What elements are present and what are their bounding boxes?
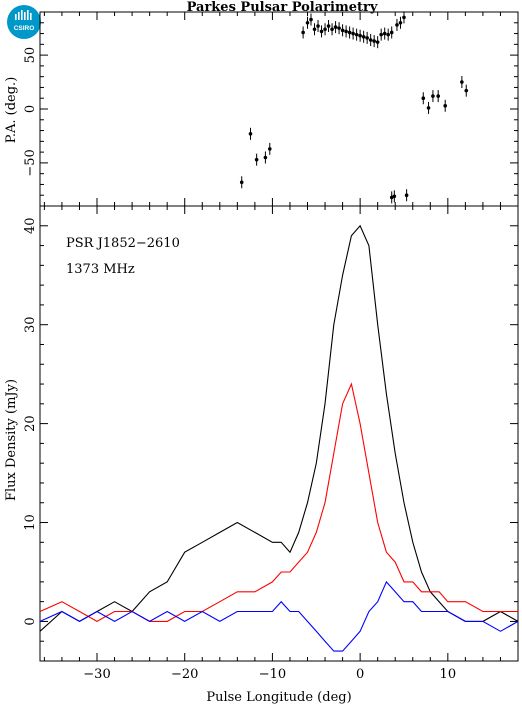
- pa-point: [404, 189, 409, 202]
- pa-point: [316, 20, 320, 33]
- csiro-logo: CSIRO: [7, 5, 41, 39]
- pa-point: [464, 84, 469, 97]
- y-tick-label: 50: [23, 47, 38, 64]
- flux-y-axis-label: Flux Density (mJy): [4, 379, 19, 501]
- total-intensity-line: [39, 224, 519, 632]
- pa-point: [372, 35, 376, 48]
- y-tick-label: 0: [23, 105, 38, 113]
- pa-point: [402, 11, 406, 24]
- y-tick-label: 30: [23, 316, 38, 333]
- pa-point: [358, 29, 362, 42]
- pa-point: [436, 90, 440, 103]
- pa-point: [398, 16, 403, 29]
- y-tick-label: 10: [23, 514, 38, 531]
- circular-polarization-line: [39, 580, 519, 652]
- x-tick-label: 0: [356, 667, 364, 682]
- pa-panel-frame: [39, 11, 519, 207]
- pa-point: [382, 27, 387, 40]
- pa-point: [239, 176, 244, 189]
- pa-axes: −50 0 50: [23, 11, 519, 207]
- pa-point: [263, 151, 268, 164]
- x-tick-label: −30: [83, 667, 110, 682]
- csiro-logo-mark: [15, 10, 32, 20]
- pa-point: [330, 23, 334, 36]
- pa-point: [267, 142, 272, 155]
- pa-point: [351, 27, 355, 40]
- pulsar-name-annotation: PSR J1852−2610: [66, 236, 180, 251]
- flux-panel: −30 −20 −10 0 10 0 10 20 30 40 PSR J1852−2610 137…: [4, 205, 519, 705]
- flux-axes: −30 −20 −10 0 10 0 10 20 30 40: [23, 205, 519, 682]
- pa-point: [319, 25, 324, 38]
- pa-point: [326, 20, 331, 33]
- pa-point: [354, 28, 359, 41]
- pa-point: [312, 23, 317, 36]
- x-tick-label: −10: [259, 667, 286, 682]
- csiro-logo-circle: [7, 5, 41, 39]
- pa-point: [379, 28, 383, 41]
- y-tick-label: −50: [23, 149, 38, 176]
- pa-point: [426, 101, 431, 114]
- pa-point: [365, 31, 369, 44]
- pa-point: [460, 76, 464, 89]
- pa-point: [323, 23, 327, 36]
- pa-point: [305, 16, 310, 29]
- pa-point: [340, 24, 345, 37]
- flux-series: [39, 224, 519, 652]
- frequency-annotation: 1373 MHz: [66, 262, 135, 277]
- csiro-logo-text: CSIRO: [14, 25, 35, 32]
- pa-points: [239, 11, 469, 204]
- pa-point: [301, 26, 305, 39]
- pa-point: [309, 13, 313, 26]
- y-tick-label: 20: [23, 415, 38, 432]
- pa-point: [361, 30, 366, 43]
- pa-panel: −50 0 50 P.A. (deg.): [4, 11, 519, 207]
- flux-panel-frame: [39, 205, 519, 662]
- pa-point: [395, 18, 399, 31]
- pa-point: [337, 22, 341, 35]
- x-tick-label: −20: [171, 667, 198, 682]
- linear-polarization-line: [39, 382, 518, 623]
- pa-point: [386, 28, 390, 41]
- pa-point: [389, 26, 394, 39]
- pa-point: [347, 26, 352, 39]
- y-tick-label: 0: [23, 617, 38, 625]
- pa-point: [368, 34, 373, 47]
- pa-point: [333, 21, 338, 34]
- pa-y-axis-label: P.A. (deg.): [4, 77, 19, 144]
- pa-point: [421, 92, 426, 105]
- figure-title: Parkes Pulsar Polarimetry: [187, 0, 378, 15]
- y-tick-label: 40: [23, 218, 38, 235]
- pa-point: [248, 127, 253, 140]
- pa-point: [344, 25, 348, 38]
- x-tick-label: 10: [440, 667, 457, 682]
- flux-x-axis-label: Pulse Longitude (deg): [206, 690, 351, 705]
- pa-point: [254, 153, 259, 166]
- pa-point: [375, 36, 380, 49]
- pa-point: [443, 99, 448, 112]
- pa-point: [431, 90, 435, 103]
- pa-point: [392, 190, 397, 203]
